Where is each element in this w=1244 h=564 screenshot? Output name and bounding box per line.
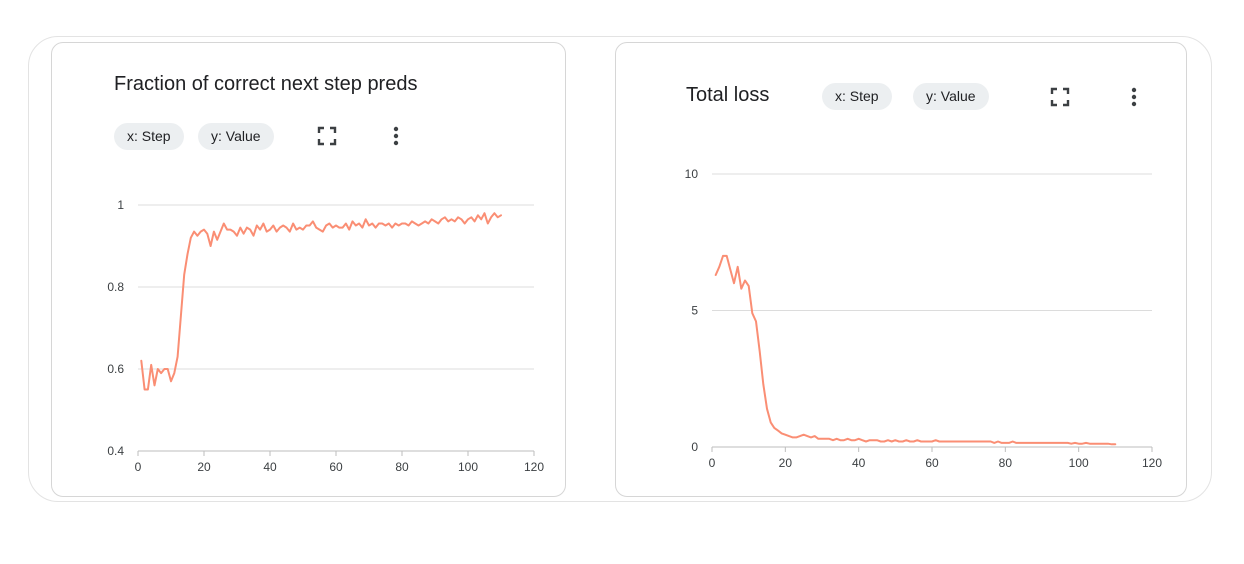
series-line-value xyxy=(140,212,502,391)
y-axis-chip[interactable]: y: Value xyxy=(198,123,274,150)
x-tick-label: 20 xyxy=(197,460,211,474)
charts-panel xyxy=(28,36,1212,502)
chart-title: Fraction of correct next step preds xyxy=(114,73,418,95)
x-tick-label: 60 xyxy=(329,460,343,474)
x-axis-chip[interactable]: x: Step xyxy=(822,83,892,110)
x-tick-label: 0 xyxy=(135,460,142,474)
x-tick-label: 80 xyxy=(999,456,1013,470)
x-tick-label: 40 xyxy=(852,456,866,470)
x-tick-label: 120 xyxy=(524,460,544,474)
x-tick-label: 100 xyxy=(1069,456,1089,470)
x-tick-label: 60 xyxy=(925,456,939,470)
y-tick-label: 5 xyxy=(691,304,698,318)
y-axis-chip[interactable]: y: Value xyxy=(913,83,989,110)
x-tick-label: 20 xyxy=(779,456,793,470)
chart-card-fraction-correct: Fraction of correct next step preds x: S… xyxy=(51,42,566,497)
y-tick-label: 0.8 xyxy=(107,280,124,294)
chart-card-total-loss: Total loss x: Step y: Value 0 5 10 0 20 40 60 8… xyxy=(615,42,1187,497)
fullscreen-icon[interactable] xyxy=(1048,85,1072,109)
series-line-value xyxy=(714,254,1117,446)
x-tick-label: 40 xyxy=(263,460,277,474)
chart-title: Total loss xyxy=(686,84,770,106)
fullscreen-icon[interactable] xyxy=(315,124,339,148)
y-tick-label: 1 xyxy=(117,198,124,212)
x-tick-label: 0 xyxy=(709,456,716,470)
x-tick-label: 100 xyxy=(458,460,478,474)
fraction-correct-plot: 0.4 0.6 0.8 1 0 20 40 60 80 100 120 xyxy=(107,198,544,474)
y-tick-label: 0.4 xyxy=(107,444,124,458)
x-tick-label: 80 xyxy=(395,460,409,474)
more-vert-icon[interactable] xyxy=(384,124,408,148)
x-tick-label: 120 xyxy=(1142,456,1162,470)
y-tick-label: 10 xyxy=(685,167,699,181)
x-axis-chip[interactable]: x: Step xyxy=(114,123,184,150)
more-vert-icon[interactable] xyxy=(1122,85,1146,109)
y-tick-label: 0.6 xyxy=(107,362,124,376)
y-tick-label: 0 xyxy=(691,440,698,454)
